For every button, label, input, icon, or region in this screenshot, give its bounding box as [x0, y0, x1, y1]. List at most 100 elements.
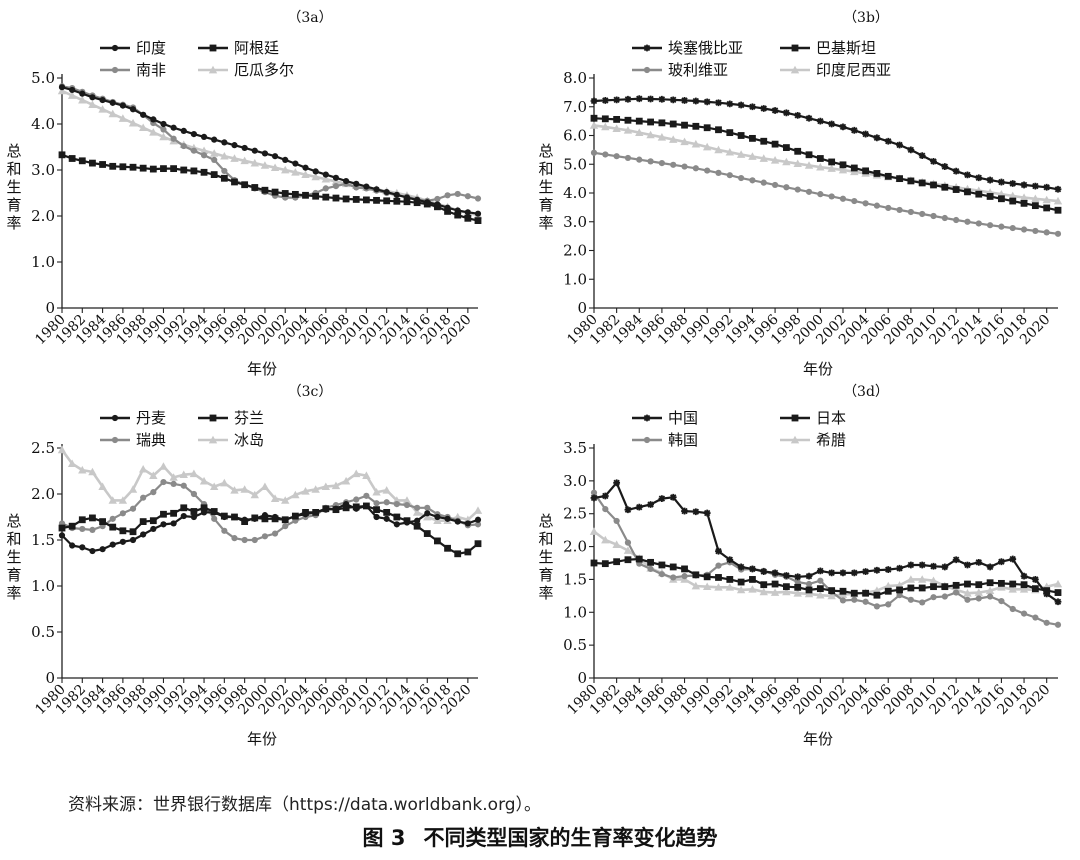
data-point [352, 196, 360, 203]
data-point [271, 153, 279, 160]
data-point [220, 152, 229, 160]
data-point [1031, 576, 1039, 583]
legend-label: 印度 [136, 39, 166, 57]
data-point [251, 536, 258, 544]
data-point [118, 496, 128, 504]
figure-4-panel-line-charts: （3a）01.02.03.04.05.019801982198419861988… [6, 10, 1063, 748]
data-point [89, 159, 96, 167]
data-point [332, 174, 340, 181]
data-point [190, 490, 198, 498]
data-point [341, 476, 351, 485]
data-point [282, 156, 289, 163]
data-point [250, 158, 259, 167]
data-point [884, 172, 892, 180]
data-point [302, 164, 309, 171]
data-point [964, 596, 971, 603]
data-point [474, 540, 482, 548]
series-3a-2 [58, 83, 482, 204]
legend-marker [111, 436, 119, 444]
data-point [179, 470, 188, 479]
data-point [975, 595, 982, 602]
y-tick-label: 2.0 [563, 242, 587, 260]
data-point [737, 563, 745, 571]
data-point [657, 133, 667, 141]
y-tick-label: 3.0 [31, 161, 55, 179]
data-point [109, 541, 116, 548]
data-point [240, 485, 249, 493]
data-point [850, 164, 858, 172]
data-point [311, 485, 320, 493]
data-point [963, 589, 972, 597]
data-point [434, 537, 441, 545]
data-point [109, 523, 117, 531]
data-point [636, 156, 643, 163]
series-3b-1 [590, 114, 1062, 214]
data-point [140, 111, 147, 118]
data-point [941, 214, 948, 222]
data-point [613, 96, 621, 104]
data-point [771, 140, 779, 148]
data-point [873, 603, 881, 610]
data-point [321, 482, 331, 490]
data-point [748, 585, 757, 593]
y-tick-label: 5.0 [31, 69, 55, 87]
legend-marker [643, 66, 651, 74]
data-point [986, 579, 994, 587]
data-point [816, 117, 824, 125]
y-tick-label: 0 [45, 669, 55, 687]
data-point [782, 572, 790, 579]
data-point [79, 90, 86, 97]
data-point [918, 561, 926, 569]
data-point [412, 508, 422, 516]
data-point [281, 190, 289, 197]
data-point [353, 180, 360, 187]
data-point [839, 161, 847, 169]
data-point [109, 99, 116, 106]
data-point [292, 160, 299, 167]
data-point [69, 86, 76, 94]
data-point [998, 223, 1005, 230]
series-3b-2 [590, 149, 1062, 237]
y-tick-label: 4.0 [31, 115, 55, 133]
data-point [220, 512, 228, 520]
data-point [373, 500, 380, 507]
data-point [1054, 589, 1062, 596]
data-point [816, 155, 824, 162]
data-point [423, 512, 432, 521]
data-point [1054, 185, 1062, 193]
data-point [782, 587, 791, 596]
data-point [692, 571, 700, 579]
data-point [129, 163, 137, 171]
data-point [771, 107, 779, 114]
data-point [139, 164, 147, 172]
data-point [907, 596, 914, 603]
data-point [383, 197, 391, 205]
chart-panel-3d: （3d）00.51.01.52.02.53.03.519801982198419… [538, 384, 1063, 748]
y-tick-label: 1.5 [563, 570, 587, 588]
data-point [590, 114, 598, 122]
data-point [658, 571, 666, 578]
data-point [382, 486, 391, 494]
data-point [67, 459, 77, 467]
data-point [805, 586, 813, 594]
data-point [454, 190, 461, 198]
data-point [1009, 197, 1017, 205]
data-point [919, 210, 926, 218]
data-point [702, 582, 712, 591]
y-tick-label: 7.0 [563, 98, 587, 116]
data-point [180, 166, 188, 174]
data-point [602, 151, 609, 158]
data-point [58, 524, 66, 532]
data-point [68, 522, 76, 530]
data-point [210, 508, 218, 515]
data-point [79, 525, 86, 533]
data-point [590, 494, 598, 502]
data-point [953, 216, 960, 224]
data-point [873, 566, 881, 574]
data-point [383, 188, 390, 196]
legend-item: 希腊 [780, 431, 846, 449]
data-point [1008, 191, 1017, 200]
data-point [129, 528, 137, 536]
data-point [1009, 224, 1016, 232]
chart-title: （3b） [843, 10, 889, 26]
